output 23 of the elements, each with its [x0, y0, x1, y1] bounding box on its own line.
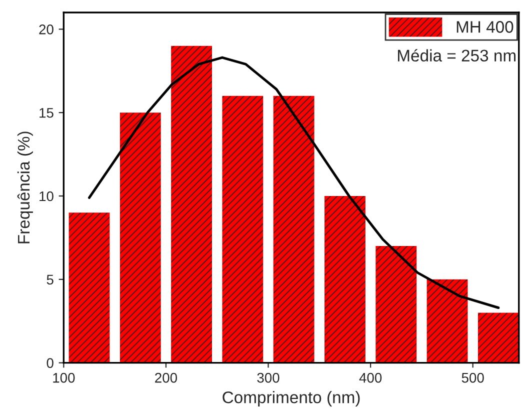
- x-axis-title: Comprimento (nm): [222, 391, 360, 407]
- x-tick-label: 100: [53, 372, 75, 383]
- annotation: Média = 253 nm: [398, 49, 516, 62]
- bar: [478, 312, 519, 363]
- x-tick-label: 200: [155, 372, 178, 383]
- y-tick-label: 5: [46, 274, 54, 285]
- bar: [120, 112, 161, 363]
- bar: [376, 246, 417, 363]
- bar: [171, 46, 212, 363]
- y-tick-label: 10: [40, 191, 54, 202]
- y-tick-label: 15: [40, 108, 54, 118]
- bar: [222, 96, 264, 363]
- bar: [324, 196, 366, 363]
- y-tick-label: 20: [39, 24, 54, 34]
- legend-label: MH 400: [456, 21, 514, 33]
- bar: [273, 96, 314, 363]
- x-tick-label: 400: [359, 372, 382, 383]
- y-axis-title: Frequência (%): [17, 132, 33, 244]
- x-tick-label: 300: [257, 372, 280, 383]
- y-tick-label: 0: [46, 358, 54, 368]
- x-tick-label: 500: [462, 372, 484, 383]
- bar: [68, 212, 110, 363]
- bar: [426, 279, 468, 363]
